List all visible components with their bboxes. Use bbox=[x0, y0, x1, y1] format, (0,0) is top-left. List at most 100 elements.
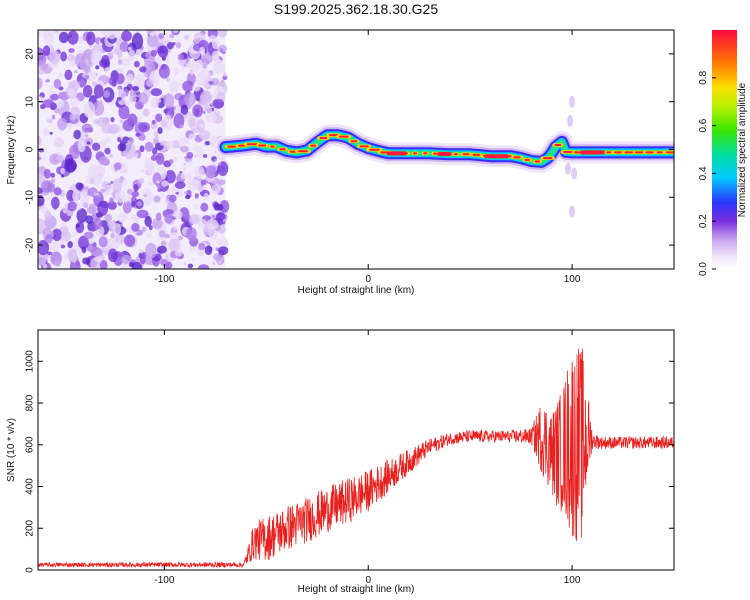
noise-blob bbox=[108, 76, 117, 86]
disturbance-blob bbox=[569, 95, 576, 108]
noise-blob bbox=[223, 72, 227, 77]
noise-blob bbox=[68, 48, 75, 53]
chart-title: S199.2025.362.18.30.G25 bbox=[274, 1, 438, 17]
noise-blob bbox=[129, 95, 137, 103]
noise-blob bbox=[188, 133, 197, 141]
noise-blob bbox=[208, 246, 213, 252]
noise-blob bbox=[131, 261, 143, 269]
noise-blob bbox=[42, 99, 55, 108]
noise-blob bbox=[180, 145, 189, 153]
noise-blob bbox=[215, 98, 225, 109]
snr-xlabel: Height of straight line (km) bbox=[298, 584, 415, 595]
noise-blob bbox=[108, 248, 118, 263]
snr-series-line bbox=[38, 348, 674, 569]
noise-blob bbox=[169, 194, 177, 203]
noise-blob bbox=[150, 154, 157, 161]
noise-blob bbox=[212, 261, 216, 265]
noise-blob bbox=[104, 213, 113, 222]
noise-blob bbox=[83, 101, 95, 118]
noise-blob bbox=[45, 234, 53, 244]
noise-blob bbox=[114, 189, 126, 203]
noise-blob bbox=[199, 69, 211, 81]
noise-blob bbox=[203, 228, 213, 236]
noise-blob bbox=[179, 124, 184, 129]
noise-blob bbox=[122, 200, 132, 214]
noise-blob bbox=[150, 97, 160, 109]
noise-blob bbox=[43, 168, 51, 179]
disturbance-blob bbox=[565, 162, 571, 175]
noise-blob bbox=[57, 117, 68, 131]
noise-blob bbox=[216, 204, 224, 211]
noise-blob bbox=[155, 152, 165, 165]
noise-blob bbox=[117, 212, 127, 223]
noise-blob bbox=[51, 196, 60, 210]
colorbar-tick-label: 0.8 bbox=[698, 70, 709, 84]
noise-blob bbox=[77, 140, 86, 153]
noise-blob bbox=[202, 110, 206, 114]
noise-blob bbox=[108, 153, 114, 158]
noise-blob bbox=[44, 210, 52, 221]
noise-blob bbox=[193, 145, 203, 153]
noise-blob bbox=[139, 254, 146, 265]
noise-blob bbox=[42, 127, 50, 136]
noise-blob bbox=[201, 62, 208, 70]
noise-blob bbox=[76, 203, 82, 211]
snr-ytick-label: 1000 bbox=[25, 350, 36, 373]
noise-blob bbox=[78, 36, 84, 44]
noise-blob bbox=[110, 116, 115, 123]
noise-blob bbox=[173, 156, 179, 162]
noise-blob bbox=[83, 231, 94, 239]
noise-blob bbox=[184, 92, 197, 107]
noise-blob bbox=[140, 169, 145, 174]
noise-blob bbox=[58, 31, 69, 44]
spectrogram-xtick-label: 100 bbox=[564, 274, 581, 285]
noise-blob bbox=[107, 201, 117, 210]
noise-blob bbox=[97, 193, 101, 198]
noise-blob bbox=[81, 123, 93, 133]
spectrogram-ytick-label: 0 bbox=[25, 146, 36, 152]
noise-blob bbox=[175, 191, 180, 195]
noise-blob bbox=[67, 54, 76, 62]
noise-blob bbox=[218, 246, 229, 256]
snr-ytick-label: 0 bbox=[25, 567, 36, 573]
noise-blob bbox=[89, 178, 95, 185]
noise-blob bbox=[73, 129, 81, 140]
noise-blob bbox=[125, 248, 129, 252]
noise-blob bbox=[66, 209, 73, 217]
spectrogram-ytick-label: 20 bbox=[25, 48, 36, 60]
noise-blob bbox=[42, 156, 47, 160]
noise-blob bbox=[85, 215, 94, 224]
noise-blob bbox=[121, 93, 125, 96]
noise-blob bbox=[179, 171, 183, 174]
noise-blob bbox=[175, 248, 183, 257]
noise-blob bbox=[94, 164, 106, 179]
noise-blob bbox=[61, 174, 65, 178]
noise-blob bbox=[203, 197, 207, 200]
noise-blob bbox=[79, 162, 83, 166]
noise-blob bbox=[85, 74, 90, 80]
noise-blob bbox=[71, 231, 79, 237]
noise-blob bbox=[127, 49, 136, 61]
noise-blob bbox=[123, 199, 129, 203]
noise-blob bbox=[166, 189, 174, 196]
noise-blob bbox=[75, 182, 84, 190]
noise-blob bbox=[144, 141, 154, 152]
noise-blob bbox=[160, 141, 165, 147]
noise-blob bbox=[60, 222, 67, 228]
noise-blob bbox=[145, 242, 157, 259]
noise-blob bbox=[86, 206, 98, 215]
noise-blob bbox=[208, 81, 214, 85]
noise-blob bbox=[49, 241, 59, 254]
noise-blob bbox=[179, 136, 189, 145]
noise-blob bbox=[139, 66, 147, 73]
noise-blob bbox=[155, 180, 160, 184]
noise-region bbox=[38, 30, 230, 269]
noise-blob bbox=[194, 166, 205, 180]
colorbar-tick-label: 0.0 bbox=[698, 262, 709, 276]
noise-blob bbox=[80, 132, 90, 139]
noise-blob bbox=[127, 46, 132, 51]
noise-blob bbox=[60, 231, 72, 242]
